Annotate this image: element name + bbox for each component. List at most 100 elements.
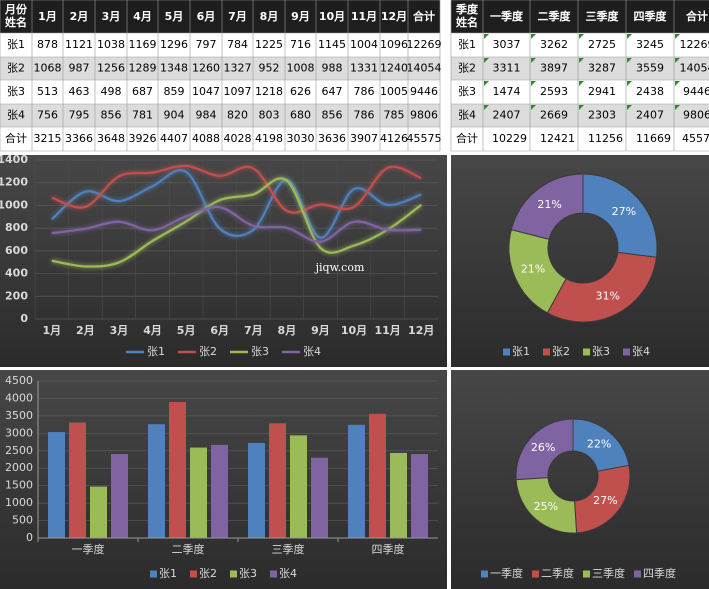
table-cell: 878	[37, 38, 58, 51]
table-cell: 1218	[255, 85, 283, 98]
table-column-header: 5月	[165, 10, 184, 23]
table-cell: 859	[164, 85, 185, 98]
table-cell: 803	[259, 109, 280, 122]
table-column-header: 2月	[70, 10, 89, 23]
donut-slice	[582, 173, 658, 258]
bar	[69, 422, 86, 538]
data-label: 21%	[537, 198, 561, 211]
x-tick-label: 12月	[408, 324, 434, 337]
table-cell: 1256	[97, 62, 125, 75]
table-cell: 1005	[380, 85, 408, 98]
table-cell: 1008	[287, 62, 315, 75]
x-tick-label: 8月	[278, 324, 297, 337]
table-cell: 4198	[255, 132, 283, 145]
data-label: 31%	[596, 290, 620, 303]
table-cell: 2407	[493, 109, 521, 122]
y-tick-label: 1500	[5, 479, 33, 492]
legend-swatch	[623, 348, 630, 356]
table-cell: 3366	[65, 132, 93, 145]
table-row-name: 张4	[7, 109, 25, 122]
legend-label: 张3	[592, 345, 610, 358]
table-row	[451, 57, 709, 80]
table-cell: 647	[322, 85, 343, 98]
table-cell: 9446	[683, 85, 709, 98]
legend-label: 二季度	[541, 566, 574, 580]
cell-flag	[484, 105, 489, 110]
table-cell: 1004	[350, 38, 378, 51]
cell-flag	[627, 105, 632, 110]
watermark: jiqw.com	[314, 261, 365, 274]
bar	[369, 413, 386, 538]
legend-swatch	[503, 348, 510, 356]
table-cell: 45575	[407, 132, 442, 145]
table-cell: 784	[227, 38, 248, 51]
table-cell: 498	[101, 85, 122, 98]
legend-label: 张2	[199, 567, 217, 580]
y-tick-label: 200	[5, 289, 28, 302]
table-column-header: 3月	[102, 10, 121, 23]
table-cell: 687	[132, 85, 153, 98]
table-cell: 1348	[160, 62, 188, 75]
cell-flag	[531, 34, 536, 39]
table-row-name: 合计	[456, 131, 478, 145]
table-cell: 3215	[34, 132, 62, 145]
bar	[148, 424, 165, 538]
bar	[190, 447, 207, 538]
x-tick-label: 四季度	[372, 542, 405, 556]
cell-flag	[675, 58, 680, 63]
table-cell: 4088	[192, 132, 220, 145]
table-cell: 4126	[380, 132, 408, 145]
table-cell: 1047	[192, 85, 220, 98]
x-tick-label: 10月	[341, 324, 367, 337]
table-row	[451, 104, 709, 127]
y-tick-label: 600	[5, 244, 28, 257]
table-corner: 季度	[455, 2, 479, 16]
bar	[111, 454, 128, 538]
table-row	[451, 127, 709, 151]
line-panel	[0, 155, 447, 367]
y-tick-label: 400	[5, 267, 28, 280]
table-cell: 716	[290, 38, 311, 51]
table-column-header: 10月	[319, 10, 345, 23]
table-cell: 3311	[493, 62, 521, 75]
table-corner: 姓名	[5, 15, 27, 29]
legend-swatch	[543, 348, 550, 356]
table-cell: 3559	[636, 62, 664, 75]
table-cell: 781	[132, 109, 153, 122]
bar	[348, 424, 365, 538]
table-cell: 9806	[683, 109, 709, 122]
table-column-header: 三季度	[586, 9, 620, 23]
bar	[48, 432, 65, 538]
cell-flag	[675, 81, 680, 86]
data-label: 27%	[593, 494, 617, 507]
legend-swatch	[532, 570, 539, 578]
cell-flag	[579, 105, 584, 110]
x-tick-label: 9月	[311, 324, 330, 337]
legend-swatch	[270, 570, 277, 578]
table-cell: 12269	[407, 38, 442, 51]
pie-panel	[451, 370, 709, 589]
table-row-name: 张3	[7, 85, 25, 98]
table-cell: 12269	[680, 38, 709, 51]
table-cell: 1097	[224, 85, 252, 98]
bar	[248, 442, 265, 538]
legend-label: 张4	[303, 345, 321, 358]
cell-flag	[675, 105, 680, 110]
table-column-header: 12月	[381, 10, 407, 23]
table-cell: 11669	[636, 132, 671, 145]
table-cell: 1121	[65, 38, 93, 51]
table-row	[0, 104, 440, 127]
table-cell: 3287	[588, 62, 616, 75]
bar	[211, 444, 228, 538]
table-column-header: 11月	[351, 10, 377, 23]
cell-flag	[579, 34, 584, 39]
table-cell: 904	[164, 109, 185, 122]
cell-flag	[531, 58, 536, 63]
table-column-header: 合计	[413, 9, 435, 23]
series-line	[51, 177, 422, 268]
table-cell: 626	[290, 85, 311, 98]
table-cell: 2593	[540, 85, 568, 98]
table-cell: 680	[290, 109, 311, 122]
table-cell: 11256	[588, 132, 623, 145]
table-row-name: 张4	[458, 109, 476, 122]
